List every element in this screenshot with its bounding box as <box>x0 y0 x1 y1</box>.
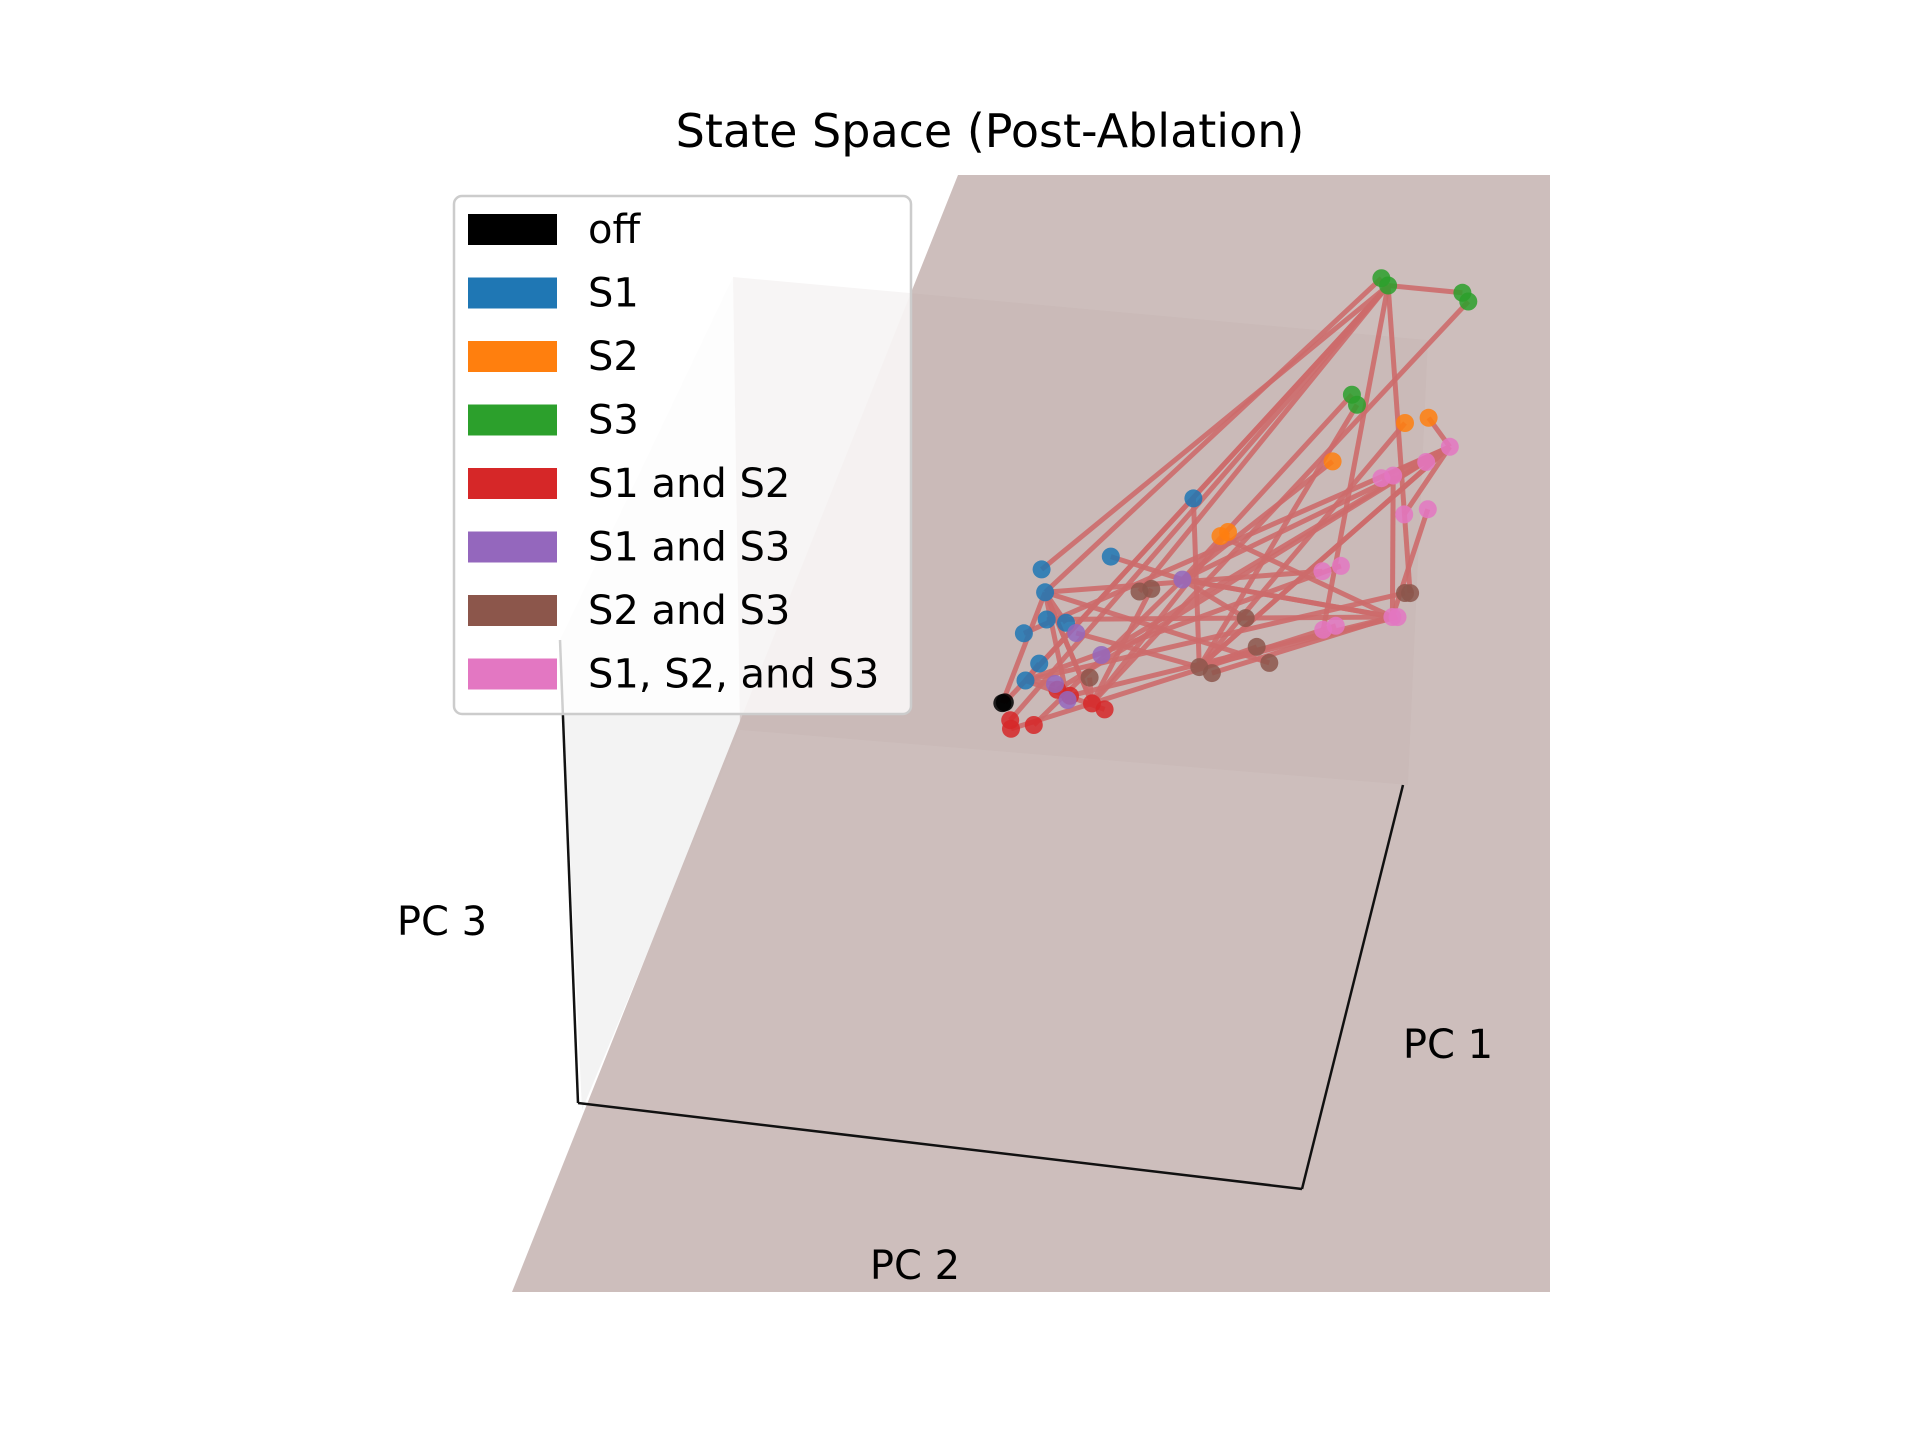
point-series-7 <box>1395 505 1414 524</box>
point-series-1 <box>1032 560 1051 579</box>
point-series-1 <box>1101 547 1120 566</box>
point-series-6 <box>1142 579 1161 598</box>
point-series-2 <box>1396 414 1414 432</box>
point-series-1 <box>1184 489 1203 508</box>
pc2-axis-line <box>577 1101 1303 1191</box>
trajectory-segment <box>1320 285 1391 631</box>
point-series-6 <box>1260 653 1279 672</box>
trajectory-segment <box>1402 445 1452 516</box>
point-series-7 <box>1440 437 1459 456</box>
legend-swatch <box>468 341 557 372</box>
trajectory-segment <box>1197 444 1452 669</box>
point-series-7 <box>1331 556 1350 575</box>
point-series-7 <box>1388 608 1407 627</box>
point-series-5 <box>1092 646 1111 664</box>
trajectory-segment <box>1043 276 1384 595</box>
point-series-3 <box>1348 395 1366 414</box>
legend-swatch <box>468 595 557 626</box>
legend-swatch <box>468 468 557 499</box>
legend-label: S3 <box>588 398 639 444</box>
legend-swatch <box>468 658 557 690</box>
legend-label: S2 <box>588 334 639 380</box>
point-series-7 <box>1418 500 1437 519</box>
legend-label: S1 <box>588 271 639 317</box>
trajectory-segment <box>1390 508 1431 618</box>
legend-label: S1 and S3 <box>588 525 790 571</box>
point-series-1 <box>1014 624 1033 643</box>
point-series-2 <box>1323 452 1342 471</box>
trajectory-segment <box>1110 554 1184 582</box>
trajectory-segment <box>1042 591 1095 705</box>
pc1-label: PC 1 <box>1403 1022 1493 1068</box>
point-series-1 <box>1036 583 1055 602</box>
trajectory-segment <box>1181 577 1247 621</box>
point-series-6 <box>1401 584 1420 603</box>
trajectory-segment <box>1090 299 1471 706</box>
trajectory-segment <box>1137 283 1391 594</box>
point-series-6 <box>1236 609 1255 628</box>
point-series-3 <box>1379 276 1398 295</box>
pc3-axis-line <box>558 639 580 1104</box>
point-series-4 <box>1024 716 1043 734</box>
point-series-2 <box>1419 408 1438 427</box>
point-series-4 <box>1095 700 1114 719</box>
legend-swatch <box>468 404 557 436</box>
point-series-7 <box>1417 453 1436 471</box>
legend-swatch <box>468 214 557 245</box>
point-series-2 <box>1211 527 1230 546</box>
legend-label: S2 and S3 <box>588 588 790 634</box>
point-series-4 <box>1002 719 1020 738</box>
legend-label: off <box>588 207 641 253</box>
pc3-label: PC 3 <box>397 899 487 945</box>
trajectory-segment <box>1385 285 1413 594</box>
point-series-5 <box>1058 691 1077 709</box>
point-series-6 <box>1202 664 1221 683</box>
trajectory-segment <box>1024 563 1342 683</box>
trajectory-segment <box>1010 701 1093 732</box>
trajectory-segment <box>1075 630 1200 670</box>
point-series-7 <box>1384 466 1403 485</box>
point-series-1 <box>1030 654 1049 673</box>
point-series-5 <box>1173 570 1192 589</box>
pc2-label: PC 2 <box>870 1243 960 1289</box>
point-series-3 <box>1459 292 1478 311</box>
point-series-6 <box>1080 668 1099 687</box>
point-series-1 <box>1037 610 1056 629</box>
trajectory-segment <box>1040 283 1390 572</box>
trajectory-segment <box>1044 589 1271 666</box>
legend-label: S1, S2, and S3 <box>588 652 879 698</box>
legend-label: S1 and S2 <box>588 461 790 507</box>
chart-title: State Space (Post-Ablation) <box>676 104 1305 158</box>
axis-frame <box>558 639 1405 1191</box>
pc1-axis-line <box>1300 784 1405 1190</box>
point-series-7 <box>1326 616 1345 635</box>
legend-frame <box>452 194 913 716</box>
point-series-1 <box>1016 671 1035 690</box>
data-points <box>993 269 1478 738</box>
trajectory-segment <box>1180 459 1335 582</box>
trajectory-segment <box>999 591 1048 705</box>
trajectory-segment <box>1389 475 1396 618</box>
trajectory-segment <box>1181 577 1393 620</box>
trajectory-segment <box>1180 393 1354 582</box>
legend-swatch <box>468 531 557 563</box>
trajectory-segment <box>1198 614 1399 670</box>
legend-swatch <box>468 277 557 309</box>
legend: off S1 S2 S3 S1 and S2 S1 and S3 S2 and S3 S1, … <box>452 194 913 716</box>
trajectory-segment <box>1042 591 1071 701</box>
trajectory-segment <box>1387 283 1463 296</box>
trajectory-segment <box>1197 421 1407 669</box>
point-series-6 <box>1247 637 1266 656</box>
point-series-7 <box>1313 562 1332 581</box>
point-series-0 <box>995 693 1014 712</box>
point-series-5 <box>1046 675 1064 693</box>
point-series-5 <box>1067 624 1086 642</box>
